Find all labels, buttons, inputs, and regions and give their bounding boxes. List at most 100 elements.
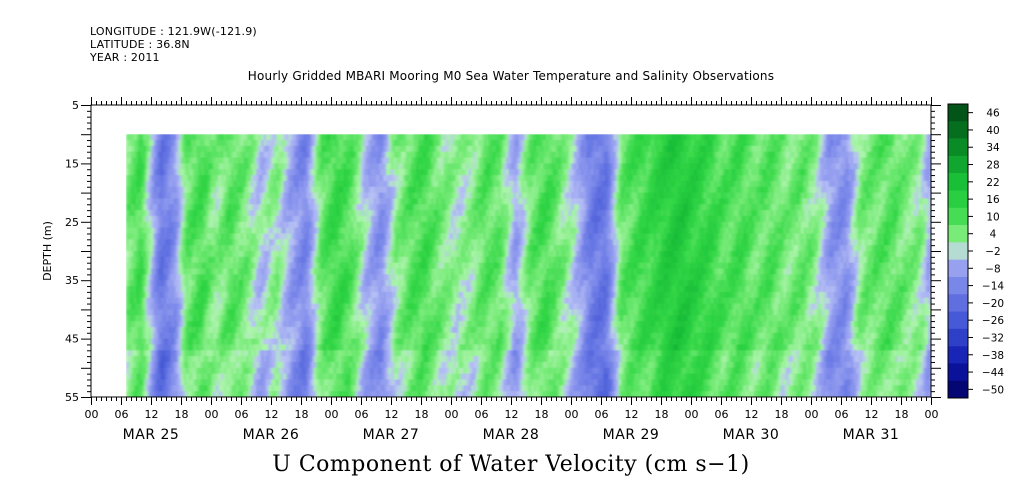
heatmap-cell — [151, 210, 155, 217]
heatmap-cell — [241, 361, 245, 369]
heatmap-cell — [196, 251, 200, 258]
heatmap-cell — [188, 356, 192, 363]
heatmap-cell — [293, 256, 297, 264]
heatmap-cell — [136, 332, 140, 340]
heatmap-cell — [166, 169, 170, 176]
heatmap-cell — [261, 373, 265, 381]
heatmap-cell — [261, 180, 265, 188]
heatmap-cell — [221, 344, 225, 351]
heatmap-cell — [216, 163, 220, 170]
heatmap-cell — [176, 344, 180, 351]
heatmap-cell — [208, 210, 212, 217]
heatmap-cell — [281, 274, 285, 281]
heatmap-cell — [293, 215, 297, 223]
heatmap-cell — [203, 215, 207, 223]
heatmap-cell — [186, 268, 190, 275]
heatmap-cell — [231, 151, 235, 159]
heatmap-cell — [183, 280, 187, 287]
heatmap-cell — [161, 315, 165, 322]
heatmap-cell — [148, 175, 152, 182]
heatmap-cell — [153, 175, 157, 182]
heatmap-cell — [151, 192, 155, 200]
heatmap-cell — [303, 315, 307, 322]
heatmap-cell — [218, 321, 222, 328]
heatmap-cell — [226, 309, 230, 316]
heatmap-cell — [168, 385, 172, 392]
heatmap-cell — [228, 286, 232, 293]
heatmap-cell — [183, 303, 187, 310]
heatmap-cell — [246, 175, 250, 182]
heatmap-cell — [283, 332, 287, 340]
heatmap-cell — [263, 344, 267, 351]
heatmap-cell — [298, 134, 302, 141]
heatmap-cell — [298, 361, 302, 369]
heatmap-cell — [193, 303, 197, 310]
heatmap-cell — [168, 315, 172, 322]
heatmap-cell — [221, 239, 225, 246]
heatmap-cell — [256, 163, 260, 170]
heatmap-cell — [218, 215, 222, 223]
heatmap-cell — [203, 373, 207, 381]
heatmap-cell — [141, 180, 145, 188]
heatmap-cell — [161, 227, 165, 235]
heatmap-cell — [268, 361, 272, 369]
heatmap-cell — [226, 239, 230, 246]
heatmap-cell — [196, 239, 200, 246]
heatmap-cell — [231, 140, 235, 147]
heatmap-cell — [156, 303, 160, 310]
heatmap-cell — [168, 344, 172, 351]
heatmap-cell — [128, 315, 132, 322]
heatmap-cell — [183, 262, 187, 270]
heatmap-cell — [138, 227, 142, 235]
heatmap-cell — [223, 361, 227, 369]
heatmap-cell — [288, 291, 292, 299]
heatmap-cell — [293, 297, 297, 305]
heatmap-cell — [213, 204, 217, 211]
heatmap-cell — [268, 180, 272, 188]
heatmap-cell — [218, 367, 222, 375]
heatmap-cell — [196, 145, 200, 153]
heatmap-cell — [161, 332, 165, 340]
heatmap-cell — [293, 280, 297, 287]
heatmap-cell — [198, 385, 202, 392]
heatmap-cell — [223, 350, 227, 357]
heatmap-cell — [161, 180, 165, 188]
heatmap-cell — [301, 239, 305, 246]
heatmap-cell — [223, 221, 227, 229]
year-label: YEAR : 2011 — [90, 51, 160, 64]
heatmap-cell — [251, 268, 255, 275]
heatmap-cell — [203, 391, 207, 397]
heatmap-cell — [153, 198, 157, 205]
heatmap-cell — [296, 274, 300, 281]
heatmap-cell — [266, 385, 270, 392]
heatmap-cell — [131, 134, 135, 141]
heatmap-cell — [126, 315, 130, 322]
heatmap-cell — [131, 163, 135, 170]
heatmap-cell — [303, 332, 307, 340]
heatmap-cell — [303, 297, 307, 305]
heatmap-cell — [216, 350, 220, 357]
heatmap-cell — [288, 367, 292, 375]
heatmap-cell — [208, 145, 212, 153]
heatmap-cell — [171, 321, 175, 328]
heatmap-cell — [276, 157, 280, 164]
heatmap-cell — [168, 140, 172, 147]
heatmap-cell — [163, 367, 167, 375]
heatmap-cell — [291, 251, 295, 258]
heatmap-cell — [178, 391, 182, 397]
heatmap-cell — [128, 379, 132, 386]
heatmap-cell — [231, 326, 235, 334]
heatmap-cell — [276, 321, 280, 328]
heatmap-cell — [193, 145, 197, 153]
heatmap-cell — [146, 239, 150, 246]
heatmap-cell — [256, 391, 260, 397]
heatmap-cell — [213, 361, 217, 369]
heatmap-cell — [223, 391, 227, 397]
heatmap-cell — [303, 326, 307, 334]
heatmap-cell — [261, 262, 265, 270]
heatmap-cell — [281, 215, 285, 223]
heatmap-cell — [246, 134, 250, 141]
heatmap-cell — [133, 297, 137, 305]
heatmap-cell — [296, 291, 300, 299]
heatmap-cell — [248, 180, 252, 188]
